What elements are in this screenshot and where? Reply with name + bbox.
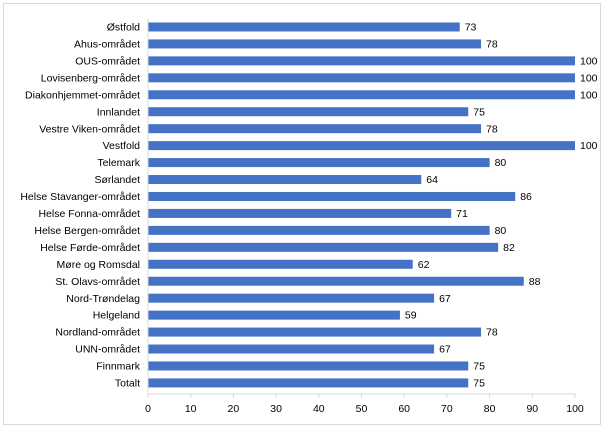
x-axis: 0 10 20 30 40 50 60 70 80 90 100 bbox=[145, 18, 584, 415]
category-label-cat-2: OUS-området bbox=[75, 55, 140, 67]
data-label-cat-14: 62 bbox=[418, 259, 430, 271]
data-label-cat-7: 100 bbox=[580, 140, 598, 152]
category-label-cat-12: Helse Bergen-området bbox=[34, 225, 140, 237]
data-label-cat-20: 75 bbox=[473, 361, 485, 373]
bar-cat-9 bbox=[148, 175, 422, 185]
category-label-cat-16: Nord-Trøndelag bbox=[66, 293, 140, 305]
data-label-cat-8: 80 bbox=[495, 157, 507, 169]
data-label-cat-6: 78 bbox=[486, 123, 498, 135]
category-label-cat-20: Finnmark bbox=[96, 361, 141, 373]
data-label-cat-18: 78 bbox=[486, 327, 498, 339]
data-label-cat-13: 82 bbox=[503, 242, 515, 254]
category-label-cat-19: UNN-området bbox=[75, 344, 140, 356]
bar-cat-17 bbox=[148, 310, 400, 320]
bar-cat-14 bbox=[148, 259, 413, 269]
bar-cat-12 bbox=[148, 225, 490, 235]
bar-cat-6 bbox=[148, 124, 482, 134]
data-label-cat-9: 64 bbox=[426, 174, 438, 186]
data-label-cat-12: 80 bbox=[495, 225, 507, 237]
bar-cat-3 bbox=[148, 73, 575, 83]
x-tick-label-7: 70 bbox=[441, 403, 453, 415]
bar-cat-0 bbox=[148, 22, 460, 32]
bar-cat-19 bbox=[148, 344, 435, 354]
x-tick-label-3: 30 bbox=[270, 403, 282, 415]
data-label-cat-3: 100 bbox=[580, 72, 598, 84]
bar-cat-10 bbox=[148, 191, 516, 201]
x-tick-label-4: 40 bbox=[313, 403, 325, 415]
data-label-cat-19: 67 bbox=[439, 344, 451, 356]
category-label-cat-1: Ahus-området bbox=[74, 39, 140, 51]
category-label-cat-0: Østfold bbox=[107, 22, 140, 34]
category-label-cat-5: Innlandet bbox=[97, 106, 140, 118]
bar-cat-16 bbox=[148, 293, 435, 303]
data-label-cat-2: 100 bbox=[580, 55, 598, 67]
bar-cat-18 bbox=[148, 327, 482, 337]
bar-cat-7 bbox=[148, 141, 575, 151]
category-label-cat-11: Helse Fonna-området bbox=[38, 208, 140, 220]
data-label-cat-15: 88 bbox=[529, 276, 541, 288]
data-label-cat-16: 67 bbox=[439, 293, 451, 305]
category-label-cat-3: Lovisenberg-området bbox=[41, 72, 140, 84]
category-label-cat-8: Telemark bbox=[97, 157, 140, 169]
category-label-cat-17: Helgeland bbox=[93, 310, 140, 322]
category-label-cat-7: Vestfold bbox=[103, 140, 141, 152]
bar-cat-1 bbox=[148, 39, 482, 49]
data-labels: 7378100100100757810080648671808262886759… bbox=[405, 22, 598, 390]
data-label-cat-17: 59 bbox=[405, 310, 417, 322]
x-tick-label-1: 10 bbox=[185, 403, 197, 415]
bar-cat-5 bbox=[148, 107, 469, 117]
bar-cat-4 bbox=[148, 90, 575, 100]
x-tick-label-8: 80 bbox=[484, 403, 496, 415]
x-tick-label-5: 50 bbox=[356, 403, 368, 415]
bar-cat-13 bbox=[148, 242, 499, 252]
category-label-cat-13: Helse Førde-området bbox=[40, 242, 140, 254]
category-labels: Østfold Ahus-området OUS-området Lovisenber… bbox=[20, 22, 140, 390]
data-label-cat-4: 100 bbox=[580, 89, 598, 101]
category-label-cat-4: Diakonhjemmet-området bbox=[25, 89, 140, 101]
data-label-cat-21: 75 bbox=[473, 378, 485, 390]
category-label-cat-9: Sørlandet bbox=[94, 174, 140, 186]
x-tick-label-0: 0 bbox=[145, 403, 151, 415]
data-label-cat-11: 71 bbox=[456, 208, 468, 220]
category-label-cat-21: Totalt bbox=[115, 378, 140, 390]
category-label-cat-18: Nordland-området bbox=[55, 327, 140, 339]
x-tick-label-2: 20 bbox=[228, 403, 240, 415]
data-label-cat-10: 86 bbox=[520, 191, 532, 203]
category-label-cat-15: St. Olavs-området bbox=[55, 276, 140, 288]
data-label-cat-1: 78 bbox=[486, 39, 498, 51]
category-label-cat-10: Helse Stavanger-området bbox=[20, 191, 140, 203]
bar-cat-20 bbox=[148, 361, 469, 371]
data-label-cat-0: 73 bbox=[465, 22, 477, 34]
bar-cat-21 bbox=[148, 378, 469, 388]
x-tick-label-9: 90 bbox=[526, 403, 538, 415]
data-label-cat-5: 75 bbox=[473, 106, 485, 118]
x-tick-label-6: 60 bbox=[398, 403, 410, 415]
bars-group bbox=[148, 22, 575, 388]
bar-cat-8 bbox=[148, 158, 490, 168]
category-label-cat-14: Møre og Romsdal bbox=[57, 259, 140, 271]
x-tick-label-10: 100 bbox=[566, 403, 584, 415]
bar-cat-15 bbox=[148, 276, 524, 286]
category-label-cat-6: Vestre Viken-området bbox=[39, 123, 140, 135]
bar-cat-2 bbox=[148, 56, 575, 66]
bar-cat-11 bbox=[148, 208, 452, 218]
